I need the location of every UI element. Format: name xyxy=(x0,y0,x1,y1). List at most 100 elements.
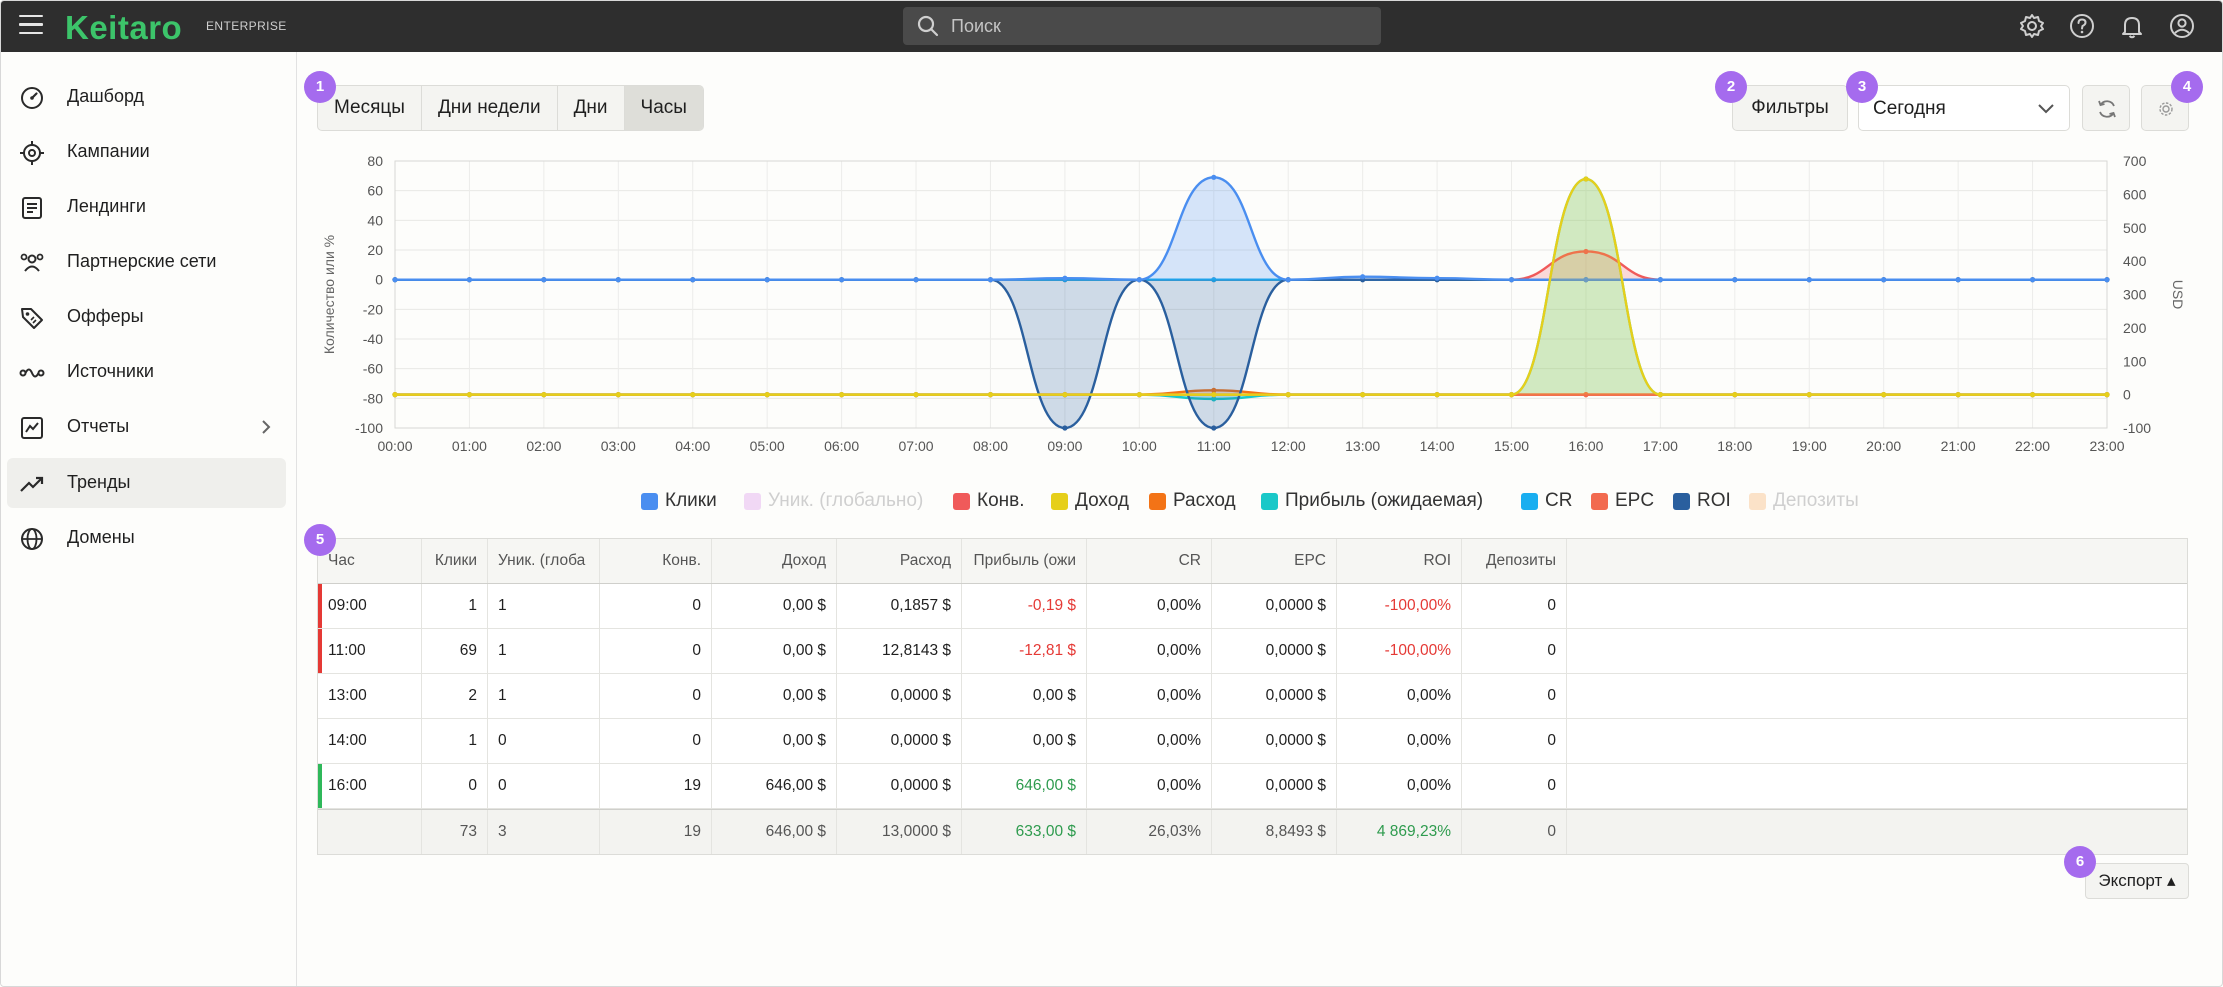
sidebar-item-campaigns[interactable]: Кампании xyxy=(7,127,286,177)
legend-epc[interactable]: EPC xyxy=(1591,488,1654,514)
column-header-deposits[interactable]: Депозиты xyxy=(1462,539,1567,583)
filters-button[interactable]: Фильтры xyxy=(1732,85,1848,131)
gear-icon[interactable] xyxy=(2019,13,2045,39)
table-row[interactable]: 16:00 0 0 19 646,00 $0,0000 $646,00 $0,00% 0,… xyxy=(318,764,2187,809)
column-header-cr[interactable]: CR xyxy=(1087,539,1212,583)
data-point xyxy=(839,392,845,398)
cell-roi: 0,00% xyxy=(1337,764,1462,808)
cell-revenue: 0,00 $ xyxy=(712,584,837,628)
legend-swatch xyxy=(1521,492,1538,510)
data-point xyxy=(1508,392,1515,398)
column-header-hour[interactable]: Час xyxy=(318,539,422,583)
legend-cr[interactable]: CR xyxy=(1521,488,1572,514)
column-header-conversions[interactable]: Конв. xyxy=(600,539,712,583)
table-totals-row[interactable]: 73 3 19 646,00 $13,0000 $633,00 $26,03% 8,84… xyxy=(318,809,2187,854)
menu-icon[interactable] xyxy=(19,15,43,37)
data-point xyxy=(1434,392,1440,398)
data-point xyxy=(1211,425,1217,431)
logo[interactable]: Keitaro xyxy=(65,9,183,46)
legend-swatch xyxy=(1051,492,1068,510)
search-input[interactable] xyxy=(951,14,1351,38)
x-tick-label: 06:00 xyxy=(824,438,859,454)
legend-label: EPC xyxy=(1615,490,1655,511)
y-tick-label: -40 xyxy=(363,331,383,347)
column-header-uniques[interactable]: Уник. (глоба xyxy=(488,539,600,583)
segment-weekdays[interactable]: Дни недели xyxy=(422,86,558,130)
cell-clicks: 1 xyxy=(422,719,488,763)
legend-label: Доход xyxy=(1075,490,1129,511)
y2-tick-label: 200 xyxy=(2123,320,2147,336)
cell-profit: -0,19 $ xyxy=(962,584,1087,628)
y-tick-label: 40 xyxy=(367,212,383,228)
data-point xyxy=(913,392,919,398)
table-row[interactable]: 14:00 1 0 0 0,00 $0,0000 $0,00 $0,00% 0,0000 … xyxy=(318,719,2187,764)
column-header-roi[interactable]: ROI xyxy=(1337,539,1462,583)
period-select[interactable]: Сегодня xyxy=(1858,85,2070,131)
data-point xyxy=(1881,277,1887,283)
cell-uniques: 1 xyxy=(488,674,600,718)
legend-uniques[interactable]: Уник. (глобально) xyxy=(744,488,923,514)
refresh-button[interactable] xyxy=(2082,85,2130,131)
column-header-revenue[interactable]: Доход xyxy=(712,539,837,583)
segment-months[interactable]: Месяцы xyxy=(318,86,422,130)
legend-deposits[interactable]: Депозиты xyxy=(1749,488,1859,514)
chart-legend: Клики Уник. (глобально) Конв. Доход Расход Пр… xyxy=(641,488,1871,514)
data-point xyxy=(690,392,696,398)
cell-roi: 4 869,23% xyxy=(1337,810,1462,854)
sidebar-item-sources[interactable]: Источники xyxy=(7,347,286,397)
column-header-cost[interactable]: Расход xyxy=(837,539,962,583)
sidebar-item-landings[interactable]: Лендинги xyxy=(7,182,286,232)
column-header-clicks[interactable]: Клики xyxy=(422,539,488,583)
x-tick-label: 03:00 xyxy=(601,438,636,454)
legend-clicks[interactable]: Клики xyxy=(641,488,717,514)
data-point xyxy=(1732,277,1738,283)
cell-deposits: 0 xyxy=(1462,674,1567,718)
legend-conversions[interactable]: Конв. xyxy=(953,488,1025,514)
cell-conversions: 19 xyxy=(600,764,712,808)
data-point xyxy=(1211,174,1217,180)
legend-swatch xyxy=(1149,492,1166,510)
column-header-profit[interactable]: Прибыль (ожи xyxy=(962,539,1087,583)
column-header-epc[interactable]: EPC xyxy=(1212,539,1337,583)
cell-conversions: 0 xyxy=(600,629,712,673)
y2-tick-label: 600 xyxy=(2123,186,2147,202)
x-tick-label: 09:00 xyxy=(1047,438,1082,454)
sidebar-item-affiliate-networks[interactable]: Партнерские сети xyxy=(7,237,286,287)
table-row[interactable]: 13:00 2 1 0 0,00 $0,0000 $0,00 $0,00% 0,0000 … xyxy=(318,674,2187,719)
cell-conversions: 0 xyxy=(600,674,712,718)
data-point xyxy=(1583,392,1589,398)
legend-profit[interactable]: Прибыль (ожидаемая) xyxy=(1261,488,1483,514)
legend-roi[interactable]: ROI xyxy=(1673,488,1731,514)
sidebar-item-dashboard[interactable]: Дашборд xyxy=(7,72,286,122)
search-box[interactable] xyxy=(903,7,1381,45)
table-row[interactable]: 11:00 69 1 0 0,00 $12,8143 $ -12,81 $0,00% 0,0… xyxy=(318,629,2187,674)
table-row[interactable]: 09:00 1 1 0 0,00 $0,1857 $ -0,19 $0,00% 0,0000… xyxy=(318,584,2187,629)
segment-hours[interactable]: Часы xyxy=(624,86,703,130)
cell-epc: 0,0000 $ xyxy=(1212,719,1337,763)
y-tick-label: 0 xyxy=(375,272,383,288)
cell-deposits: 0 xyxy=(1462,629,1567,673)
export-button[interactable]: Экспорт ▴ xyxy=(2085,863,2189,899)
y2-tick-label: 500 xyxy=(2123,220,2147,236)
report-icon xyxy=(21,417,43,439)
sidebar-item-offers[interactable]: Офферы xyxy=(7,292,286,342)
help-icon[interactable] xyxy=(2069,13,2095,39)
sidebar-item-trends[interactable]: Тренды xyxy=(7,458,286,508)
sidebar-item-domains[interactable]: Домены xyxy=(7,513,286,563)
sidebar-item-reports[interactable]: Отчеты xyxy=(7,402,286,452)
cell-epc: 0,0000 $ xyxy=(1212,584,1337,628)
user-icon[interactable] xyxy=(2169,13,2195,39)
bell-icon[interactable] xyxy=(2119,13,2145,39)
legend-label: Расход xyxy=(1173,490,1236,511)
cell-revenue: 0,00 $ xyxy=(712,629,837,673)
legend-cost[interactable]: Расход xyxy=(1149,488,1236,514)
segment-days[interactable]: Дни xyxy=(558,86,625,130)
legend-revenue[interactable]: Доход xyxy=(1051,488,1129,514)
data-point xyxy=(1583,277,1589,283)
cell-hour: 16:00 xyxy=(318,764,422,808)
cell-revenue: 0,00 $ xyxy=(712,674,837,718)
data-point xyxy=(392,277,398,283)
cell-roi: -100,00% xyxy=(1337,629,1462,673)
dashboard-icon xyxy=(21,87,43,109)
